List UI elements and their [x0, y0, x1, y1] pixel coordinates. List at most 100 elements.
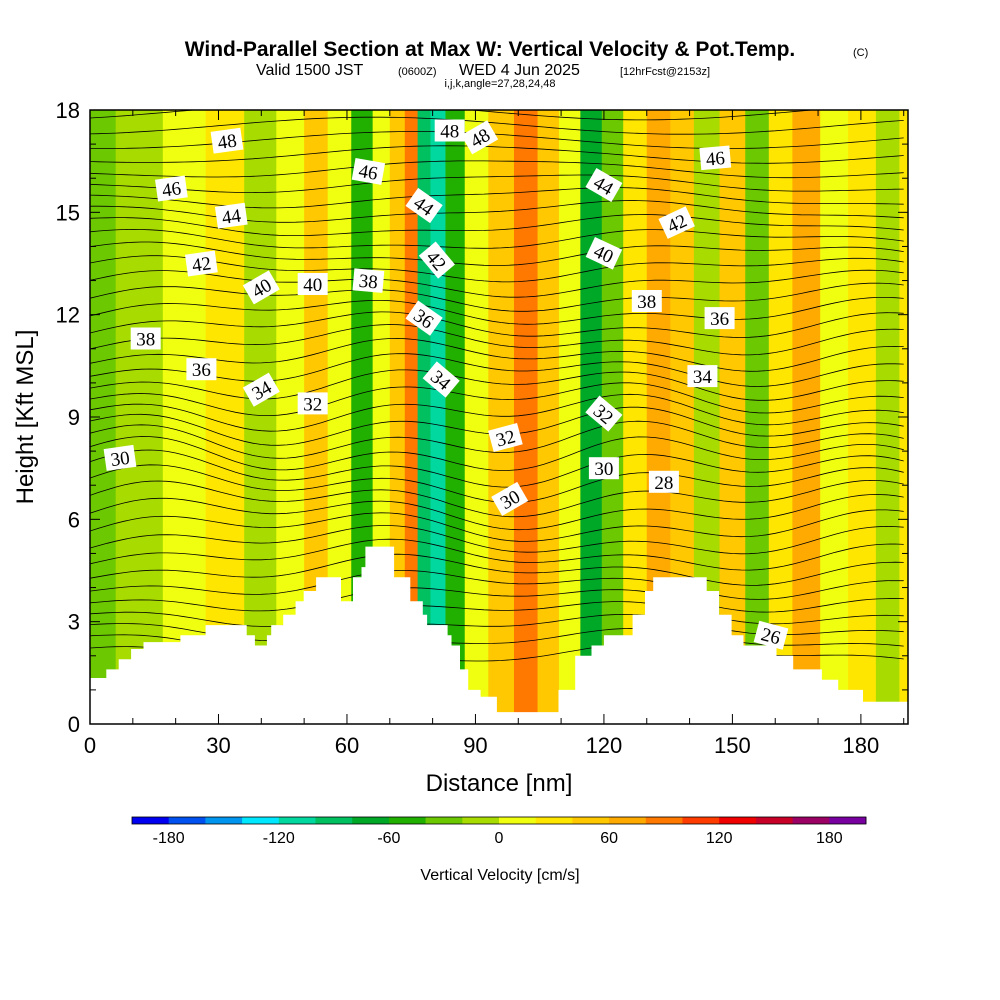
theta-contour-label: 38	[352, 268, 385, 293]
colorbar-swatch	[792, 817, 830, 824]
theta-contour-label-text: 36	[192, 360, 211, 381]
velocity-band	[115, 110, 164, 724]
theta-contour-line	[90, 369, 904, 401]
theta-contour-label-bg	[103, 444, 137, 471]
velocity-band	[875, 110, 900, 724]
velocity-band	[513, 110, 539, 724]
valid-date: WED 4 Jun 2025	[459, 62, 580, 79]
theta-contour-label-bg	[297, 392, 328, 415]
y-tick-label: 12	[56, 303, 80, 328]
theta-contour-label-text: 28	[654, 473, 673, 494]
colorbar-tick-label: 60	[600, 830, 618, 847]
x-tick-label: 120	[586, 733, 623, 758]
colorbar-tick-label: -180	[153, 830, 185, 847]
colorbar-tick-label: -60	[377, 830, 400, 847]
theta-contour-line	[90, 255, 904, 283]
theta-contour-line	[90, 353, 904, 387]
x-axis-label: Distance [nm]	[426, 770, 573, 797]
y-tick-label: 6	[68, 507, 80, 532]
colorbar-swatch	[132, 817, 170, 824]
theta-contour-line	[90, 145, 904, 164]
valid-time: Valid 1500 JST	[256, 62, 364, 79]
theta-contour-label: 40	[242, 270, 280, 305]
utc-time: (0600Z)	[398, 66, 437, 78]
theta-contour-label: 48	[210, 127, 244, 154]
velocity-band	[848, 110, 877, 724]
theta-contour-line	[90, 553, 904, 586]
theta-contour-line	[90, 214, 904, 236]
colorbar-swatch	[315, 817, 353, 824]
theta-contour-line	[90, 382, 904, 416]
theta-contour-label-bg	[351, 157, 386, 185]
theta-contour-label: 48	[434, 119, 465, 143]
theta-contour-label: 46	[699, 145, 732, 171]
x-tick-label: 90	[463, 733, 487, 758]
colorbar-swatch	[388, 817, 426, 824]
theta-contour-label: 44	[214, 202, 248, 229]
colorbar-swatch	[168, 817, 206, 824]
velocity-band	[558, 110, 581, 724]
theta-contour-label-bg	[585, 236, 623, 270]
theta-contour-line	[90, 311, 904, 338]
velocity-band	[792, 110, 821, 724]
y-tick-label: 3	[68, 610, 80, 635]
grid-info: i,j,k,angle=27,28,24,48	[444, 78, 555, 90]
theta-contour-label-text: 46	[357, 161, 379, 185]
x-tick-label: 180	[843, 733, 880, 758]
theta-contour-line	[90, 282, 904, 312]
velocity-band	[537, 110, 560, 724]
theta-contour-label-text: 26	[759, 624, 783, 649]
theta-contour-label-bg	[242, 372, 280, 407]
colorbar-swatch	[645, 817, 683, 824]
theta-contour-label-bg	[699, 145, 732, 171]
colorbar-swatch	[462, 817, 500, 824]
theta-contour-label-text: 32	[494, 426, 518, 451]
colorbar-swatch	[572, 817, 610, 824]
colorbar-tick-label: 120	[706, 830, 733, 847]
theta-contour-label-bg	[434, 119, 465, 142]
theta-contour-label-bg	[405, 300, 443, 336]
colorbar-swatch	[829, 817, 867, 824]
colorbar-swatch	[719, 817, 757, 824]
theta-contour-label-bg	[210, 127, 244, 154]
theta-contour-label: 42	[185, 250, 218, 277]
theta-contour-label: 26	[753, 620, 789, 650]
theta-contour-label: 30	[103, 444, 137, 471]
theta-contour-label-bg	[585, 395, 623, 432]
theta-contour-line	[90, 570, 904, 600]
colorbar-tick-label: 0	[495, 830, 504, 847]
theta-contour-label-bg	[155, 175, 188, 202]
theta-contour-line	[90, 228, 904, 249]
x-tick-label: 30	[206, 733, 230, 758]
theta-contour-label-text: 32	[303, 394, 322, 415]
velocity-band	[768, 110, 793, 724]
velocity-band	[244, 110, 277, 724]
theta-contour-label: 46	[351, 157, 386, 185]
theta-contour-line	[90, 324, 904, 356]
forecast-info: [12hrFcst@2153z]	[620, 66, 710, 78]
colorbar-swatch	[242, 817, 280, 824]
theta-contour-line	[90, 538, 904, 571]
theta-contour-line	[90, 269, 904, 298]
colorbar-frame	[131, 816, 867, 825]
theta-contour-label-bg	[753, 620, 789, 650]
theta-contour-label-text: 38	[136, 330, 155, 351]
theta-contour-line	[90, 449, 904, 488]
velocity-band	[445, 110, 466, 724]
chart-title: Wind-Parallel Section at Max W: Vertical…	[185, 38, 796, 61]
theta-contour-label-bg	[488, 422, 523, 453]
colorbar-swatch	[499, 817, 537, 824]
theta-contour-label-text: 48	[440, 122, 459, 143]
y-tick-label: 0	[68, 712, 80, 737]
x-tick-label: 0	[84, 733, 96, 758]
theta-contour-label-text: 44	[221, 205, 243, 229]
theta-contour-label-text: 36	[710, 309, 729, 330]
theta-contour-label-bg	[631, 290, 662, 312]
copyright-mark: (C)	[853, 47, 868, 59]
theta-contour-line	[90, 509, 904, 542]
theta-contour-line	[90, 241, 904, 266]
theta-contour-label-text: 30	[109, 448, 131, 471]
